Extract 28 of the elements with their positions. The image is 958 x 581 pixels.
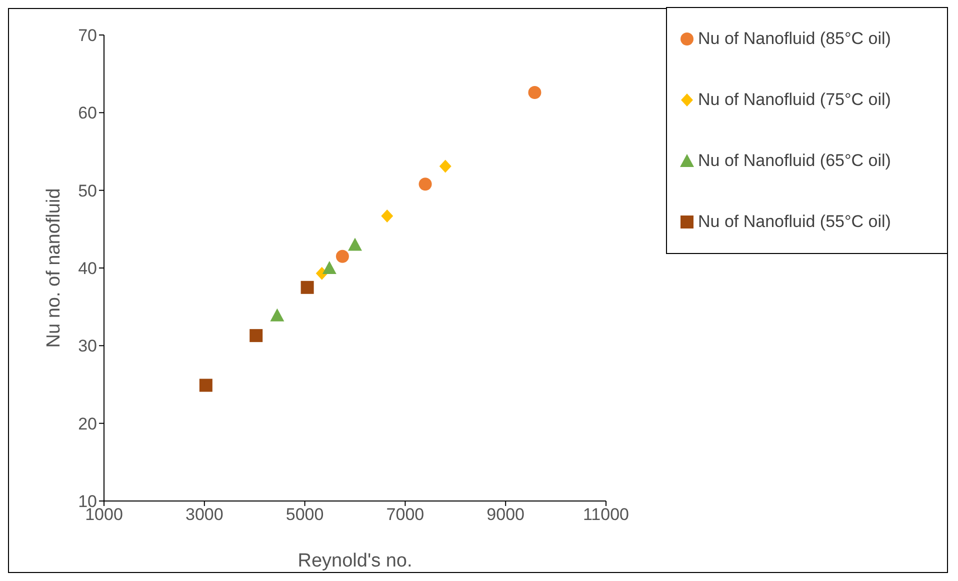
x-tick-label: 7000 (386, 505, 424, 524)
x-tick-label: 3000 (185, 505, 224, 524)
y-tick-label: 20 (78, 414, 97, 434)
y-tick-label: 60 (78, 104, 97, 123)
point (336, 250, 349, 263)
point (418, 178, 432, 191)
point (250, 329, 263, 342)
x-tick-label: 9000 (486, 505, 525, 524)
point (439, 160, 452, 173)
x-tick-label: 5000 (286, 505, 324, 524)
x-axis-title: Reynold's no. (298, 550, 412, 572)
point (322, 261, 336, 274)
point (348, 238, 362, 251)
y-tick-label: 50 (78, 181, 97, 200)
point (528, 86, 542, 99)
legend-label: Nu of Nanofluid (65°C oil) (698, 151, 891, 171)
y-tick-label: 40 (78, 259, 97, 278)
y-tick-label: 30 (78, 336, 97, 356)
x-tick-label: 11000 (582, 505, 630, 524)
legend-label: Nu of Nanofluid (85°C oil) (698, 29, 891, 49)
legend-label: Nu of Nanofluid (55°C oil) (698, 212, 891, 232)
y-axis-title: Nu no. of nanofluid (44, 188, 65, 348)
y-tick-label: 70 (78, 26, 97, 46)
point (381, 209, 394, 222)
point (270, 308, 284, 322)
point (199, 378, 212, 392)
point (300, 280, 314, 294)
legend-label: Nu of Nanofluid (75°C oil) (698, 90, 891, 110)
